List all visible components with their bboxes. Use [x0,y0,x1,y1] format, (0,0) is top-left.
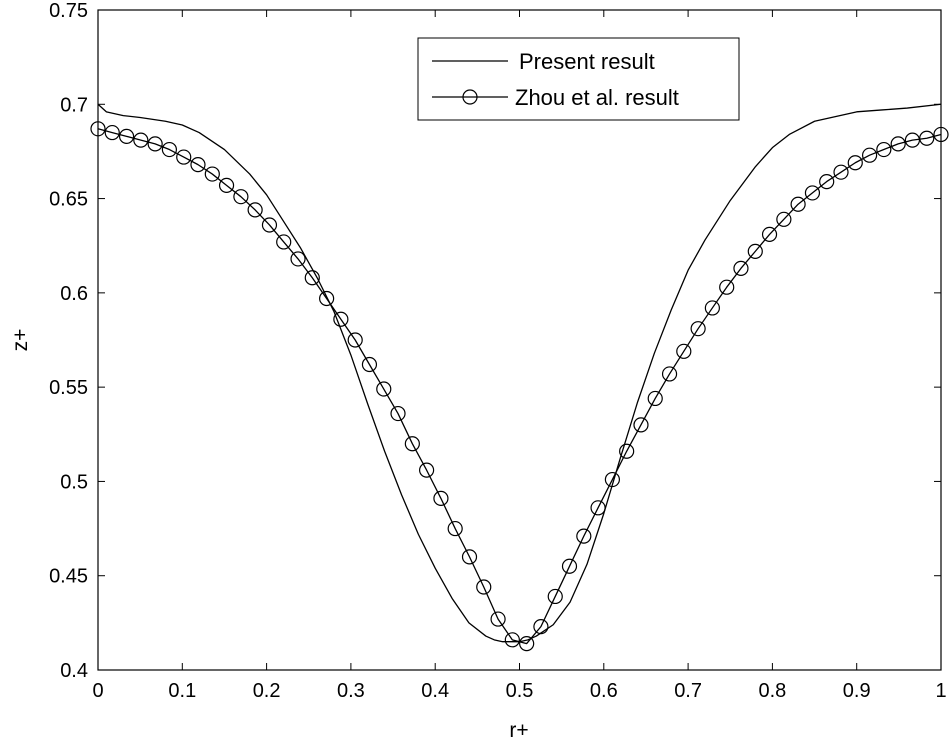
data-point [490,611,506,627]
data-point [118,128,135,144]
data-point [461,549,478,565]
data-point [833,164,849,180]
data-point [890,136,906,152]
y-tick-label: 0.45 [49,566,88,588]
data-point [333,311,349,327]
data-point [319,290,335,307]
data-point [619,443,635,459]
data-point [390,405,406,422]
data-point [561,558,578,574]
y-axis-label: z+ [9,329,32,352]
data-point [847,155,863,171]
data-point [190,157,206,173]
x-tick-label: 0.9 [843,680,871,702]
data-point [304,270,320,286]
data-point [176,149,192,165]
ticks-layer: 0 0.1 0.2 0.3 0.4 0.5 0.6 0.7 0.8 0.9 1 0.4 0.45 0.5 0… [49,0,947,702]
data-point [104,124,120,141]
x-tick-label: 0.1 [168,680,196,702]
x-tick-label: 0.4 [421,680,449,702]
data-point [361,356,378,373]
data-point [719,279,735,295]
data-point [147,136,163,152]
x-tick-label: 0 [92,680,103,702]
data-point [776,211,792,227]
data-point [761,226,778,242]
data-point [218,177,235,193]
y-tick-label: 0.5 [60,471,88,493]
y-tick-label: 0.65 [49,189,88,211]
y-tick-label: 0.6 [60,283,88,305]
data-point [633,417,649,433]
data-point [604,471,620,488]
data-point [676,343,692,359]
data-point [247,202,263,218]
data-point [290,251,306,267]
data-point [747,243,763,259]
x-tick-label: 1 [935,680,946,702]
data-point [547,588,563,605]
data-point [804,185,821,201]
data-point [419,462,435,478]
series-layer [90,103,949,652]
data-point [590,500,606,516]
series-line-0 [97,103,942,643]
data-point [519,635,535,652]
legend-marker-zhou [462,89,478,105]
data-point [347,332,363,348]
x-tick-label: 0.2 [253,680,281,702]
data-point [504,632,520,648]
data-point [476,579,492,595]
data-point [576,528,592,544]
data-point [261,217,278,233]
x-tick-label: 0.8 [758,680,786,702]
data-point [733,260,749,276]
data-point [233,189,249,205]
data-point [161,141,178,158]
data-point [404,436,420,452]
y-tick-label: 0.4 [60,660,88,682]
legend-box [417,37,740,121]
y-tick-label: 0.7 [60,94,88,116]
data-point [790,196,806,212]
x-tick-label: 0.6 [590,680,618,702]
data-point [276,234,292,250]
data-point [433,490,449,506]
x-tick-label: 0.5 [506,680,534,702]
data-point [919,130,935,146]
data-point [533,619,549,635]
data-point [133,132,149,148]
legend-label-present: Present result [519,49,655,74]
legend-label-zhou: Zhou et al. result [515,85,679,110]
data-point [647,390,663,407]
data-point [819,174,835,190]
y-tick-label: 0.75 [49,0,88,22]
x-tick-label: 0.7 [674,680,702,702]
legend: Present result Zhou et al. result [417,37,740,121]
data-point [876,141,892,158]
x-tick-label: 0.3 [337,680,365,702]
data-point [376,381,392,397]
x-axis-label: r+ [509,719,528,742]
data-point [447,520,463,537]
data-point [690,321,706,337]
data-point [661,366,678,382]
data-point [704,300,720,316]
data-point [861,147,878,163]
data-point [204,166,220,182]
y-tick-label: 0.55 [49,377,88,399]
